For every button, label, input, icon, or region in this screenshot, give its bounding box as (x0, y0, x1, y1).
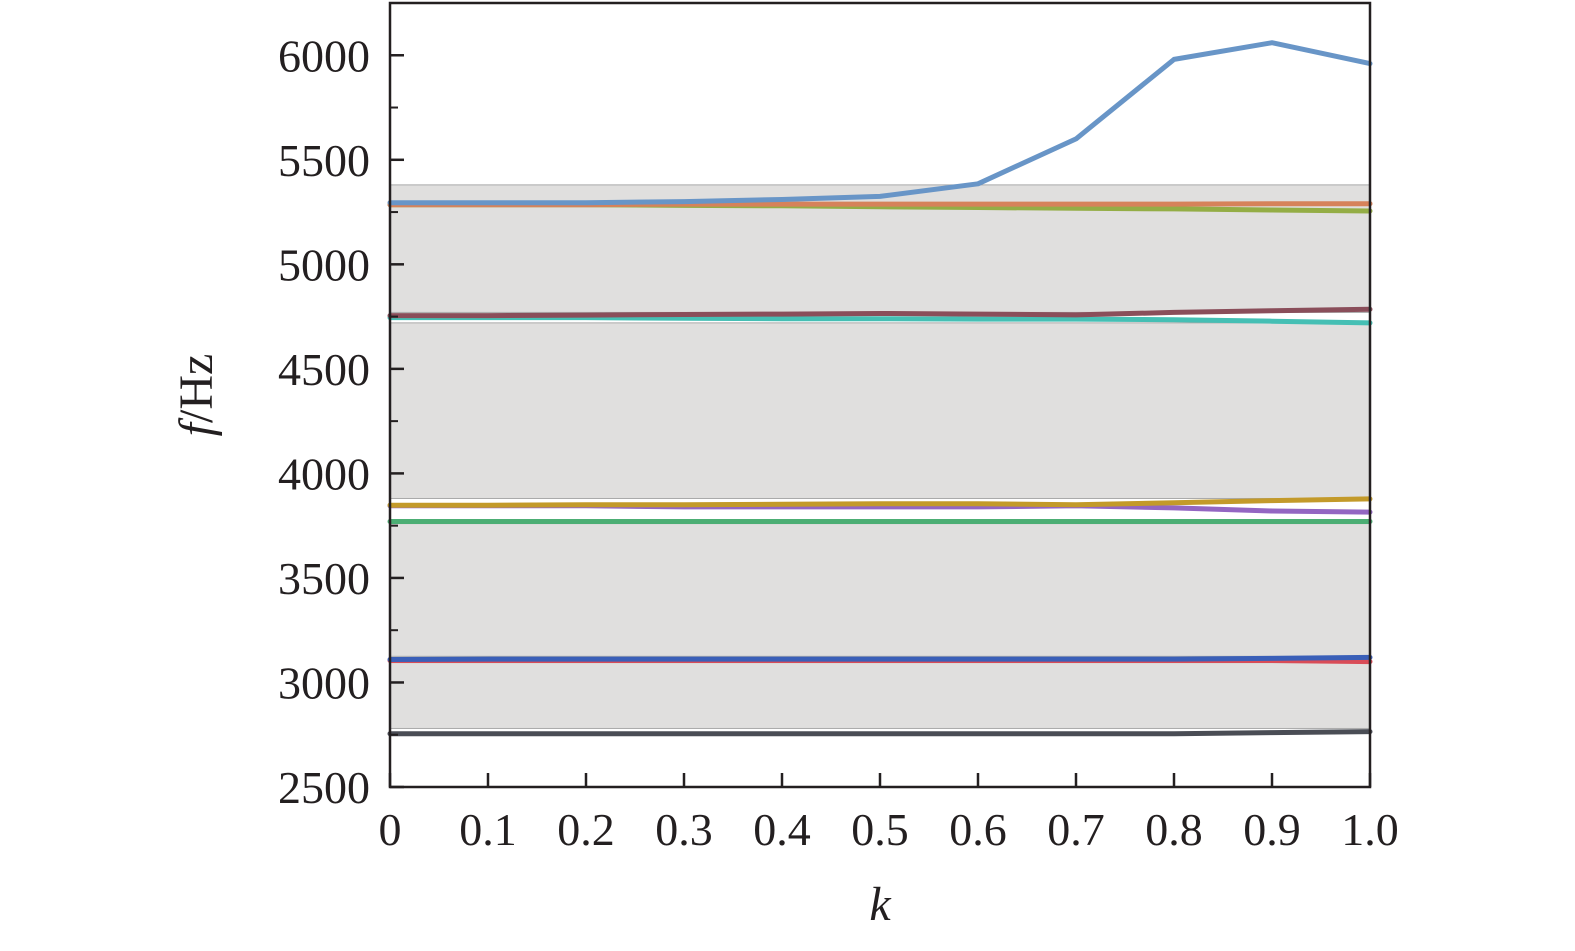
band-layer (389, 184, 1371, 729)
y-axis-label-unit: /Hz (170, 354, 223, 423)
series-layer (387, 40, 1373, 737)
y-tick-label: 2500 (278, 762, 370, 813)
y-tick-label: 5000 (278, 239, 370, 290)
y-tick-label: 5500 (278, 135, 370, 186)
y-axis-label: f/Hz (170, 354, 223, 437)
band-3 (389, 322, 1371, 499)
x-tick-label: 0.4 (753, 804, 811, 855)
x-tick-label: 1.0 (1341, 804, 1399, 855)
y-tick-label: 3500 (278, 553, 370, 604)
x-tick-label: 0 (379, 804, 402, 855)
y-tick-label: 6000 (278, 30, 370, 81)
x-tick-label: 0.9 (1243, 804, 1301, 855)
series-line-8 (387, 306, 1373, 319)
x-tick-label: 0.3 (655, 804, 713, 855)
series-line-3 (387, 654, 1373, 662)
series-line-7 (387, 315, 1373, 326)
series-line-11 (387, 40, 1373, 206)
ticks-layer (388, 54, 1372, 789)
x-axis-label: k (869, 878, 892, 931)
x-tick-label: 0.8 (1145, 804, 1203, 855)
x-tick-label: 0.6 (949, 804, 1007, 855)
tick-labels-layer: 0 0.1 0.2 0.3 0.4 0.5 0.6 0.7 0.8 0.9 1.0 2500 3000 3… (278, 30, 1399, 855)
y-tick-label: 4000 (278, 448, 370, 499)
x-tick-label: 0.1 (459, 804, 517, 855)
y-tick-label: 3000 (278, 657, 370, 708)
x-tick-label: 0.7 (1047, 804, 1105, 855)
series-line-1 (387, 729, 1373, 737)
band-1 (389, 662, 1371, 729)
band-2 (389, 523, 1371, 657)
x-tick-label: 0.5 (851, 804, 909, 855)
y-tick-label: 4500 (278, 344, 370, 395)
x-tick-label: 0.2 (557, 804, 615, 855)
series-line-6 (387, 496, 1373, 508)
